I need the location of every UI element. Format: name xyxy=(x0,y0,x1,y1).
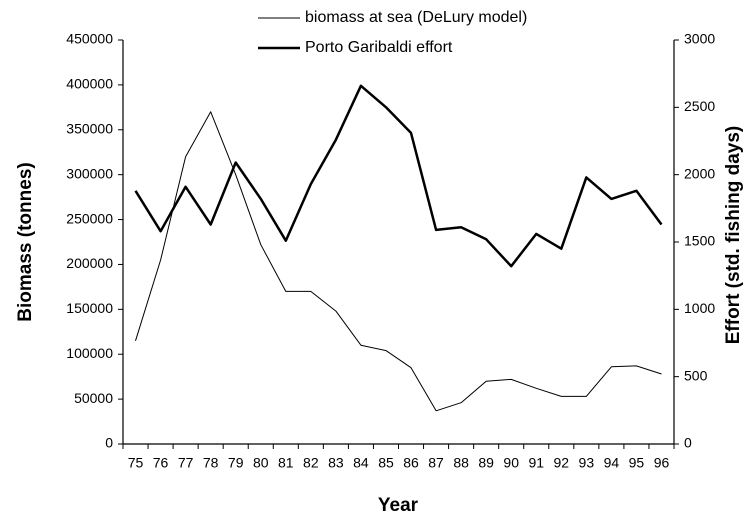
x-tick-label: 75 xyxy=(128,455,144,471)
y2-tick-label: 1000 xyxy=(684,300,715,316)
y-tick-label: 200000 xyxy=(66,255,113,271)
x-tick-label: 80 xyxy=(253,455,269,471)
y-tick-label: 300000 xyxy=(66,165,113,181)
x-tick-label: 92 xyxy=(554,455,570,471)
x-tick-label: 79 xyxy=(228,455,244,471)
x-tick-label: 85 xyxy=(378,455,394,471)
legend-label: biomass at sea (DeLury model) xyxy=(305,9,527,26)
y-tick-label: 100000 xyxy=(66,345,113,361)
x-tick-label: 84 xyxy=(353,455,369,471)
x-tick-label: 82 xyxy=(303,455,319,471)
y2-tick-label: 2000 xyxy=(684,165,715,181)
x-tick-label: 93 xyxy=(579,455,595,471)
x-tick-label: 91 xyxy=(528,455,544,471)
y2-tick-label: 2500 xyxy=(684,98,715,114)
y-tick-label: 350000 xyxy=(66,120,113,136)
series-line xyxy=(134,84,663,268)
x-tick-label: 95 xyxy=(629,455,645,471)
x-axis-title: Year xyxy=(378,495,419,516)
y2-axis-title: Effort (std. fishing days) xyxy=(723,126,744,345)
x-tick-label: 88 xyxy=(453,455,469,471)
y-tick-label: 400000 xyxy=(66,76,113,92)
series-line xyxy=(135,111,662,412)
y-axis-title: Biomass (tonnes) xyxy=(15,162,36,321)
x-tick-label: 83 xyxy=(328,455,344,471)
y-tick-label: 450000 xyxy=(66,31,113,47)
x-tick-label: 78 xyxy=(203,455,219,471)
y2-tick-label: 3000 xyxy=(684,31,715,47)
y2-tick-label: 500 xyxy=(684,367,708,383)
x-tick-label: 76 xyxy=(153,455,169,471)
x-tick-label: 81 xyxy=(278,455,294,471)
x-tick-label: 90 xyxy=(503,455,519,471)
y-tick-label: 250000 xyxy=(66,210,113,226)
x-tick-label: 87 xyxy=(428,455,444,471)
y2-tick-label: 1500 xyxy=(684,233,715,249)
y-tick-label: 50000 xyxy=(74,390,113,406)
y2-tick-label: 0 xyxy=(684,435,692,451)
x-tick-label: 94 xyxy=(604,455,620,471)
y-tick-label: 150000 xyxy=(66,300,113,316)
x-tick-label: 89 xyxy=(478,455,494,471)
legend-label: Porto Garibaldi effort xyxy=(305,39,453,56)
y-tick-label: 0 xyxy=(105,435,113,451)
x-tick-label: 86 xyxy=(403,455,419,471)
x-tick-label: 96 xyxy=(654,455,670,471)
x-tick-label: 77 xyxy=(178,455,194,471)
